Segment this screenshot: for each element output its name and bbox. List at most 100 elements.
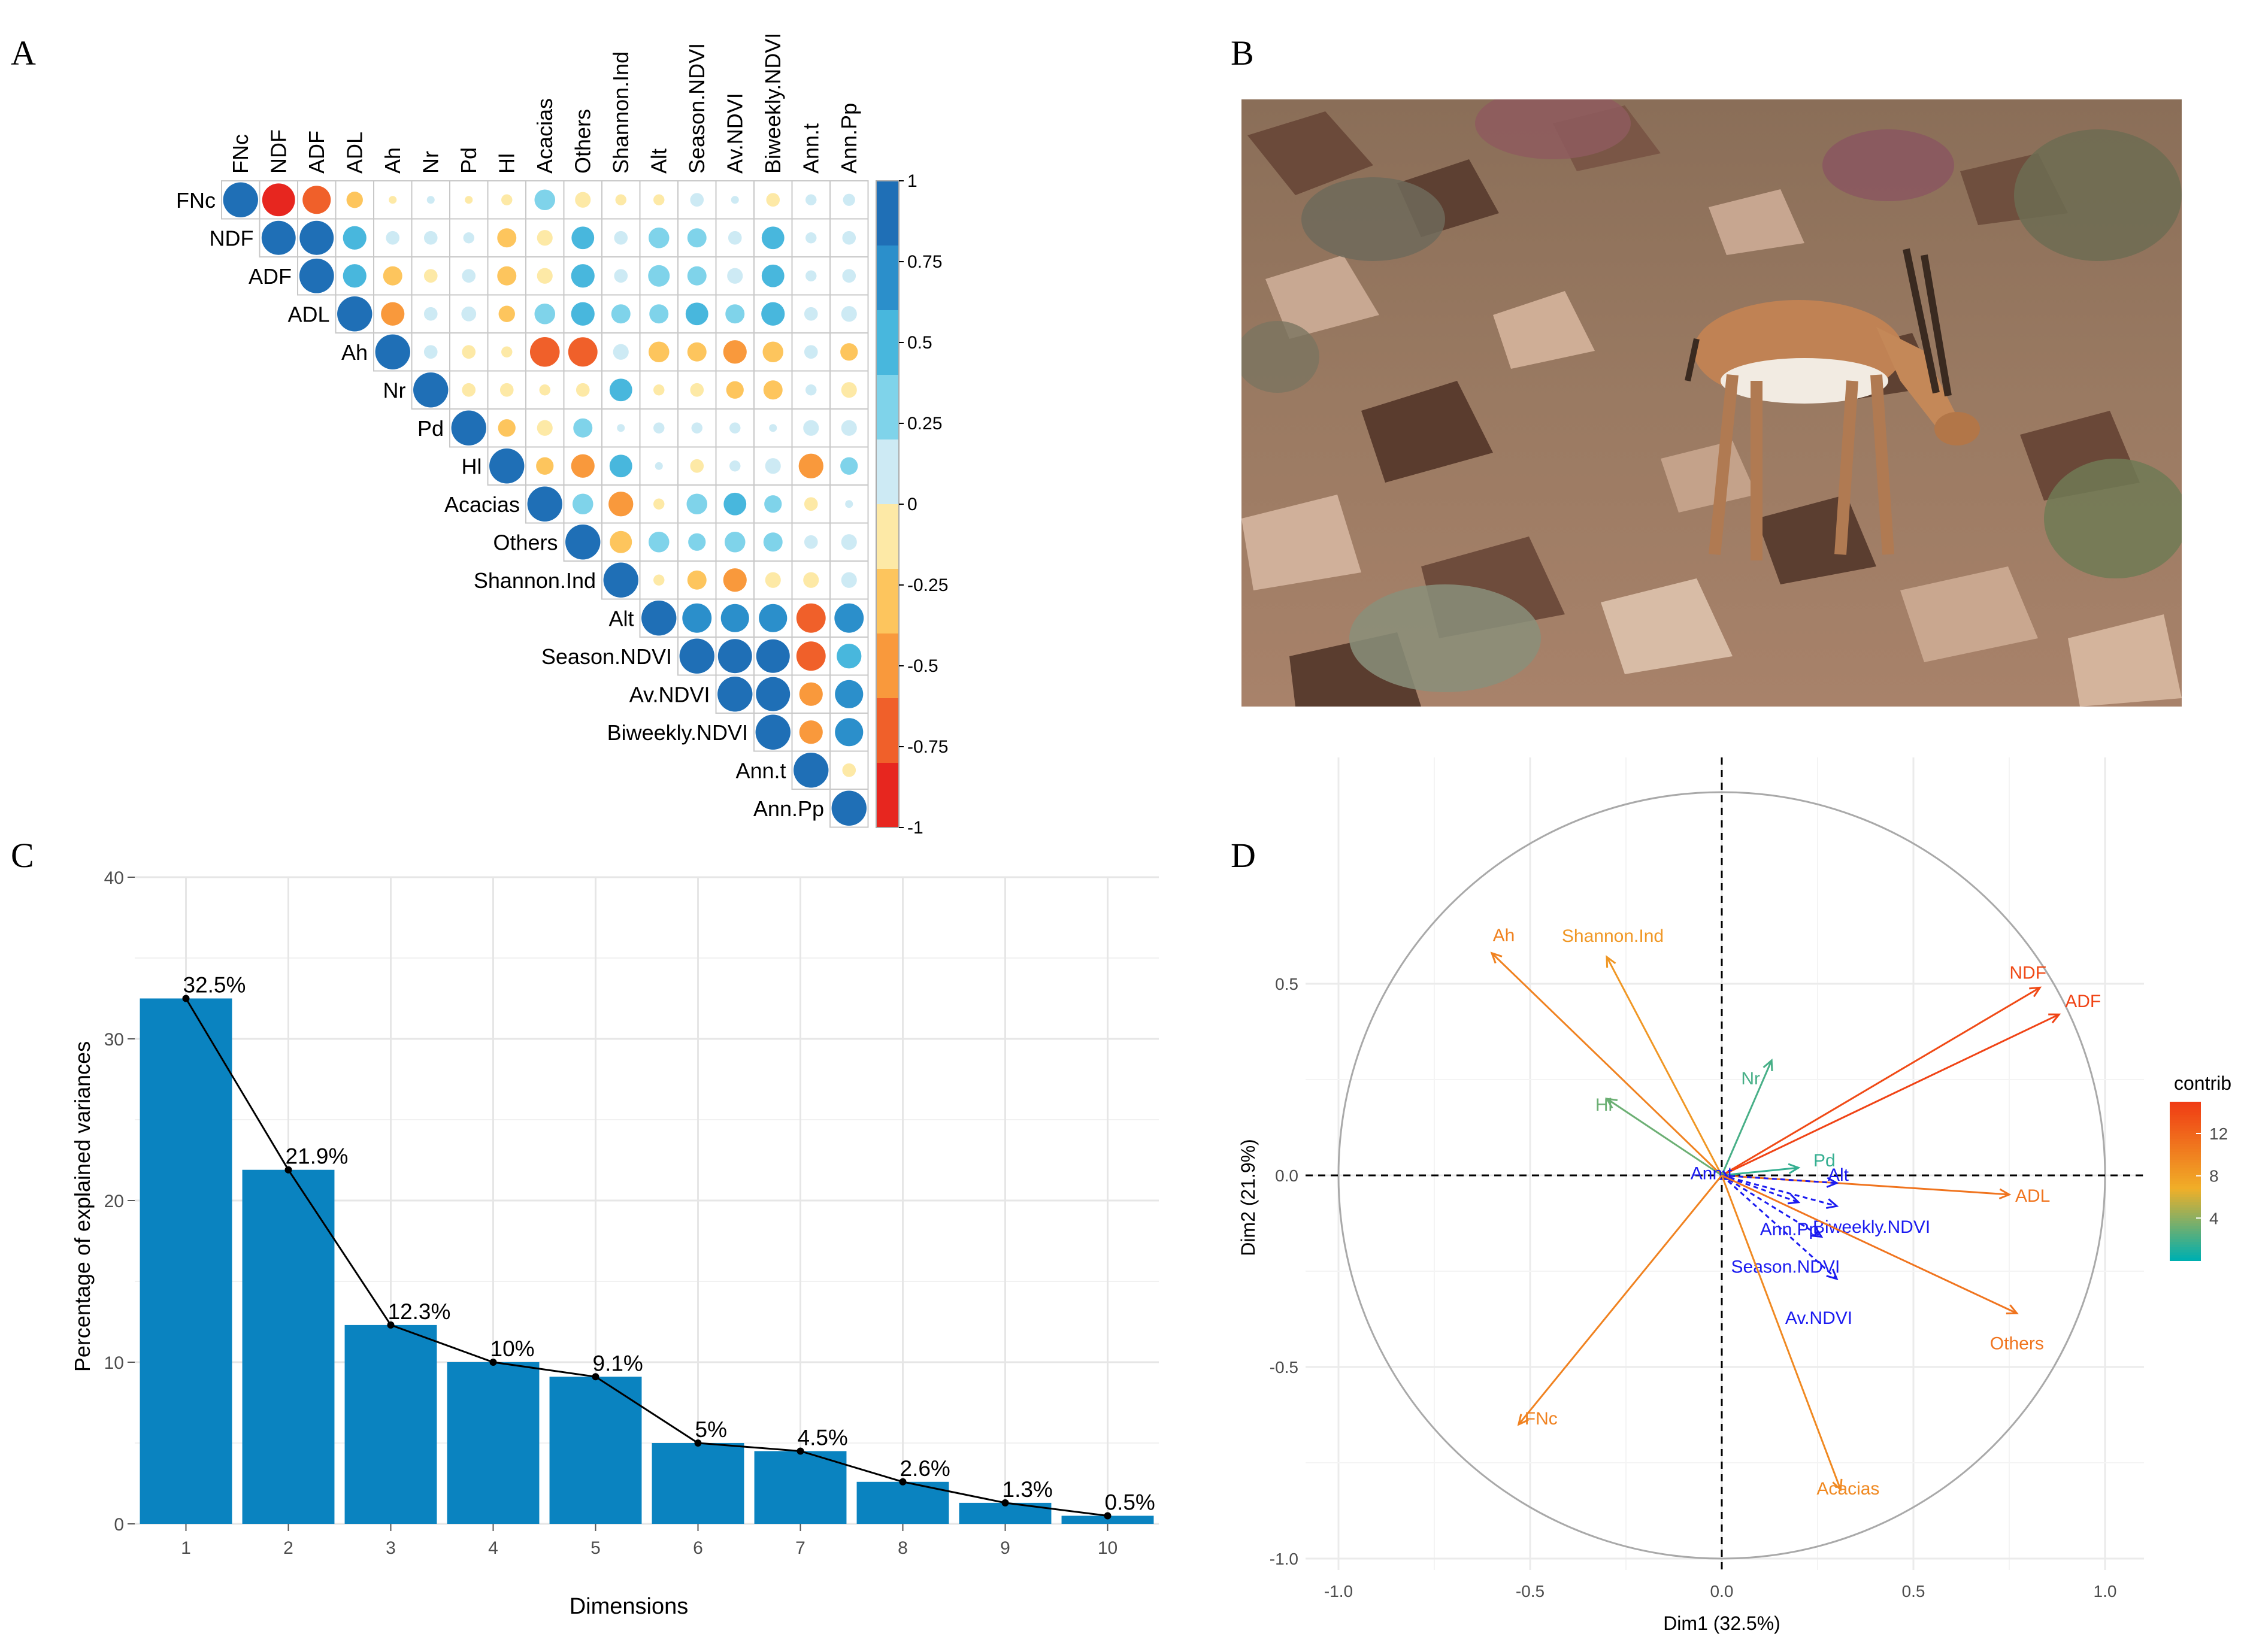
corr-circle	[840, 457, 858, 475]
variable-arrow	[1721, 1060, 1773, 1176]
corr-circle	[717, 639, 752, 674]
trend-point	[284, 1166, 292, 1174]
column-label: Pd	[456, 147, 481, 174]
row-label: Av.NDVI	[629, 682, 710, 707]
column-label: Ah	[380, 147, 405, 174]
corr-circle	[765, 458, 781, 474]
x-tick-label: -1.0	[1324, 1582, 1353, 1601]
arrow-head	[2048, 1013, 2061, 1024]
corr-circle	[608, 492, 634, 517]
corr-circle	[262, 183, 295, 217]
corr-circle	[527, 486, 562, 522]
variable-label: Ah	[1493, 926, 1515, 945]
corr-circle	[653, 194, 665, 205]
y-tick-label: 20	[104, 1192, 124, 1211]
x-tick-label: 3	[386, 1538, 396, 1558]
y-axis-label: Percentage of explained variances	[70, 1041, 95, 1372]
arrow-head	[1826, 1198, 1839, 1210]
row-label: Shannon.Ind	[474, 568, 596, 593]
corr-circle	[299, 258, 334, 293]
pca-variables-plot: -1.0 -0.5 0.0 0.5 1.0 -1.0 -0.5 0.0 0.5 Ah Shannon…	[1237, 757, 2231, 1634]
corr-circle	[729, 422, 741, 434]
corr-circle	[614, 269, 628, 283]
corr-circle	[534, 189, 556, 211]
arrow-head	[2029, 986, 2042, 998]
trend-point	[797, 1447, 804, 1455]
corr-circle	[798, 453, 823, 478]
y-axis-label: Dim2 (21.9%)	[1237, 1139, 1259, 1256]
legend-gradient	[2170, 1213, 2201, 1216]
y-tick-label: 0.0	[1275, 1166, 1298, 1185]
corr-circle	[497, 266, 517, 286]
corr-circle	[761, 302, 785, 326]
corr-circle	[761, 226, 785, 250]
colorbar-tick-label: 0.5	[907, 333, 932, 353]
arrow-head	[1826, 1177, 1839, 1188]
corr-circle	[842, 231, 856, 245]
arrow-head	[1490, 951, 1503, 964]
corr-circle	[756, 639, 790, 673]
colorbar-segment	[876, 181, 899, 246]
variable-label: Hl	[1595, 1095, 1612, 1115]
value-label: 32.5%	[183, 973, 246, 998]
y-tick-label: -0.5	[1270, 1358, 1298, 1377]
column-label: Biweekly.NDVI	[761, 33, 785, 174]
corr-circle	[799, 720, 823, 744]
corr-circle	[841, 382, 857, 398]
legend-gradient	[2170, 1165, 2201, 1169]
variable-arrow	[1721, 1174, 1838, 1280]
corr-circle	[565, 525, 601, 560]
legend-gradient	[2170, 1147, 2201, 1150]
legend-gradient	[2170, 1154, 2201, 1158]
trend-point	[387, 1321, 395, 1329]
corr-circle	[648, 265, 670, 287]
corr-circle	[653, 384, 665, 396]
legend-gradient	[2170, 1123, 2201, 1126]
colorbar-segment	[876, 698, 899, 763]
corr-circle	[842, 763, 856, 777]
trend-point	[592, 1373, 599, 1381]
corr-circle	[759, 604, 788, 632]
corr-circle	[529, 337, 560, 367]
value-label: 2.6%	[900, 1456, 950, 1481]
trend-point	[1001, 1499, 1009, 1506]
corr-circle	[497, 228, 517, 248]
variable-label: Acacias	[1816, 1479, 1879, 1499]
column-label: Hl	[494, 153, 519, 174]
corr-circle	[837, 644, 862, 669]
legend-gradient	[2170, 1223, 2201, 1227]
corr-circle	[687, 228, 707, 248]
legend-gradient	[2170, 1120, 2201, 1124]
variable-label: Season.NDVI	[1731, 1257, 1840, 1277]
colorbar-segment	[876, 569, 899, 634]
x-axis-label: Dim1 (32.5%)	[1663, 1612, 1780, 1634]
x-tick-label: 0.5	[1902, 1582, 1925, 1601]
legend-gradient	[2170, 1247, 2201, 1251]
variable-label: Alt	[1828, 1165, 1849, 1185]
panel-label-c: C	[11, 836, 34, 875]
legend-gradient	[2170, 1117, 2201, 1121]
x-tick-label: 6	[693, 1538, 703, 1558]
legend-gradient	[2170, 1173, 2201, 1177]
legend-gradient	[2170, 1149, 2201, 1153]
corr-circle	[796, 641, 826, 671]
row-label: Hl	[462, 454, 482, 478]
corr-circle	[575, 192, 591, 208]
corr-circle	[769, 424, 777, 432]
corr-circle	[573, 418, 593, 438]
corr-circle	[691, 422, 702, 434]
row-label: Biweekly.NDVI	[607, 720, 748, 745]
colorbar-segment	[876, 504, 899, 569]
x-tick-label: -0.5	[1516, 1582, 1545, 1601]
colorbar-tick-label: -0.5	[907, 656, 938, 676]
arrow-head	[1810, 1227, 1824, 1238]
corr-circle	[688, 533, 706, 551]
corr-circle	[831, 790, 867, 826]
legend-gradient	[2170, 1226, 2201, 1229]
corr-circle	[687, 266, 707, 286]
corr-circle	[841, 534, 857, 550]
legend-gradient	[2170, 1130, 2201, 1134]
row-label: FNc	[176, 188, 216, 213]
y-tick-label: 0.5	[1275, 975, 1298, 993]
variable-label: ADL	[2015, 1186, 2050, 1206]
